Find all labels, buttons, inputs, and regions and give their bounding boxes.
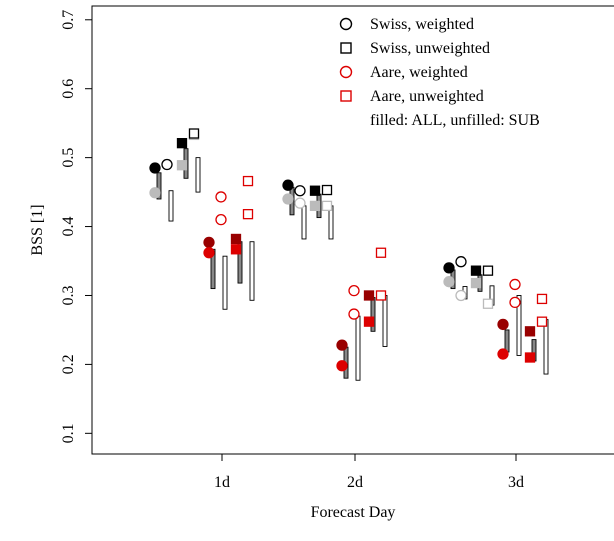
- point-sub: [509, 278, 521, 291]
- y-tick-label: 0.3: [60, 285, 77, 305]
- point-all-alt: [524, 326, 536, 337]
- point-all-alt: [309, 200, 321, 212]
- y-tick-label: 0.7: [60, 10, 77, 30]
- x-axis-title: Forecast Day: [311, 504, 396, 521]
- point-all: [149, 162, 161, 174]
- y-tick-label: 0.2: [60, 354, 77, 374]
- point-all-alt: [203, 236, 215, 249]
- y-tick-label: 0.1: [60, 423, 77, 443]
- point-sub: [294, 185, 306, 197]
- point-all-alt: [470, 277, 482, 289]
- point-all: [524, 352, 536, 363]
- x-tick-label: 1d: [214, 474, 230, 491]
- x-tick-label: 2d: [347, 474, 363, 491]
- point-sub-alt: [375, 290, 387, 301]
- legend-label: Aare, unweighted: [370, 88, 484, 105]
- point-sub: [321, 184, 333, 196]
- point-sub: [375, 247, 387, 258]
- y-tick-label: 0.4: [60, 217, 77, 237]
- y-tick-label: 0.5: [60, 148, 77, 168]
- legend-label: Swiss, weighted: [370, 16, 474, 33]
- point-sub-alt: [482, 298, 494, 309]
- point-all: [336, 360, 348, 372]
- x-axis: 1d 2d 3d: [214, 454, 524, 491]
- point-sub: [536, 293, 548, 305]
- point-all: [363, 316, 375, 327]
- point-sub-alt: [536, 316, 548, 327]
- point-all: [203, 247, 215, 259]
- point-all-alt: [176, 160, 188, 171]
- legend-label: Aare, weighted: [370, 64, 468, 81]
- range-bar-all: [156, 172, 162, 200]
- point-all: [497, 348, 509, 360]
- point-all: [282, 179, 294, 191]
- point-sub-alt: [242, 208, 254, 220]
- point-sub-alt: [509, 296, 521, 309]
- range-bar-sub: [168, 190, 174, 222]
- legend-marker: [340, 90, 352, 102]
- point-sub-alt: [215, 214, 227, 226]
- point-all: [176, 138, 188, 149]
- point-all: [230, 244, 242, 255]
- point-sub: [242, 175, 254, 187]
- point-sub: [455, 256, 467, 268]
- range-bar-sub: [195, 157, 201, 193]
- point-sub-alt: [321, 200, 333, 212]
- point-all: [443, 262, 455, 274]
- plot-frame: [91, 5, 614, 455]
- point-all-alt: [363, 290, 375, 301]
- legend: Swiss, weighted Swiss, unweighted Aare, we…: [339, 16, 540, 129]
- legend-marker: [339, 65, 353, 79]
- range-bar-sub: [355, 315, 361, 381]
- point-all-alt: [230, 233, 242, 245]
- x-tick-label: 3d: [508, 474, 524, 491]
- point-sub: [482, 265, 494, 276]
- range-bar-sub: [249, 241, 255, 301]
- point-all-alt: [497, 318, 509, 331]
- point-all-alt: [149, 187, 161, 199]
- point-sub: [161, 158, 173, 171]
- point-sub-alt: [455, 289, 467, 302]
- point-all-alt: [443, 276, 455, 288]
- point-all: [470, 265, 482, 276]
- range-bar-sub: [301, 205, 307, 240]
- range-bar-sub: [516, 295, 522, 356]
- y-tick-label: 0.6: [60, 79, 77, 99]
- range-bar-all: [504, 329, 510, 353]
- point-sub-alt: [294, 197, 306, 209]
- point-all: [309, 185, 321, 196]
- range-bar-sub: [543, 319, 549, 375]
- legend-note: filled: ALL, unfilled: SUB: [370, 112, 540, 129]
- point-sub: [348, 285, 360, 297]
- point-sub: [215, 191, 227, 203]
- data-marks: [149, 128, 549, 381]
- legend-marker: [340, 42, 352, 54]
- point-sub-alt: [348, 308, 360, 320]
- point-all-alt: [282, 193, 294, 205]
- point-sub: [188, 128, 200, 139]
- legend-marker: [339, 17, 353, 31]
- range-bar-sub: [222, 255, 228, 310]
- y-axis: 0.1 0.2 0.3 0.4 0.5 0.6 0.7: [60, 10, 92, 443]
- range-bar-sub: [382, 295, 388, 347]
- legend-label: Swiss, unweighted: [370, 40, 490, 57]
- point-all-alt: [336, 339, 348, 351]
- y-axis-title: BSS [1]: [29, 204, 46, 255]
